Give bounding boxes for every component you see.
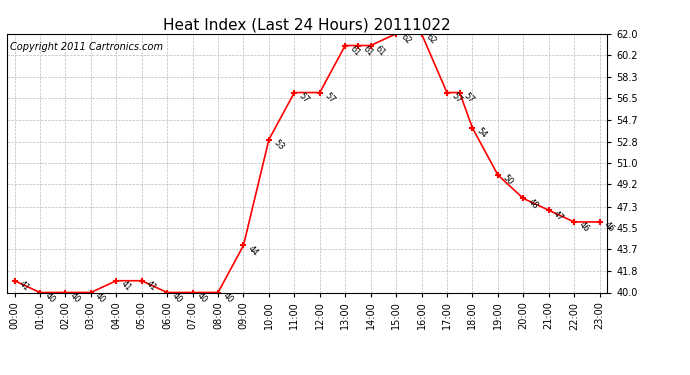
- Text: 57: 57: [297, 91, 311, 105]
- Text: Copyright 2011 Cartronics.com: Copyright 2011 Cartronics.com: [10, 42, 163, 51]
- Title: Heat Index (Last 24 Hours) 20111022: Heat Index (Last 24 Hours) 20111022: [164, 18, 451, 33]
- Text: 47: 47: [551, 209, 565, 223]
- Text: 41: 41: [144, 279, 158, 293]
- Text: 57: 57: [450, 91, 464, 105]
- Text: 40: 40: [170, 291, 184, 305]
- Text: 57: 57: [462, 91, 476, 105]
- Text: 40: 40: [43, 291, 57, 305]
- Text: 54: 54: [475, 126, 489, 140]
- Text: 40: 40: [221, 291, 235, 305]
- Text: 48: 48: [526, 197, 540, 211]
- Text: 61: 61: [361, 44, 375, 58]
- Text: 40: 40: [68, 291, 82, 305]
- Text: 40: 40: [94, 291, 108, 305]
- Text: 41: 41: [17, 279, 31, 293]
- Text: 61: 61: [348, 44, 362, 58]
- Text: 40: 40: [195, 291, 209, 305]
- Text: 57: 57: [322, 91, 337, 105]
- Text: 41: 41: [119, 279, 133, 293]
- Text: 53: 53: [272, 138, 286, 152]
- Text: 44: 44: [246, 244, 260, 258]
- Text: 46: 46: [577, 220, 591, 234]
- Text: 46: 46: [602, 220, 616, 234]
- Text: 61: 61: [373, 44, 387, 58]
- Text: 50: 50: [501, 174, 514, 187]
- Text: 62: 62: [399, 32, 413, 46]
- Text: 62: 62: [424, 32, 438, 46]
